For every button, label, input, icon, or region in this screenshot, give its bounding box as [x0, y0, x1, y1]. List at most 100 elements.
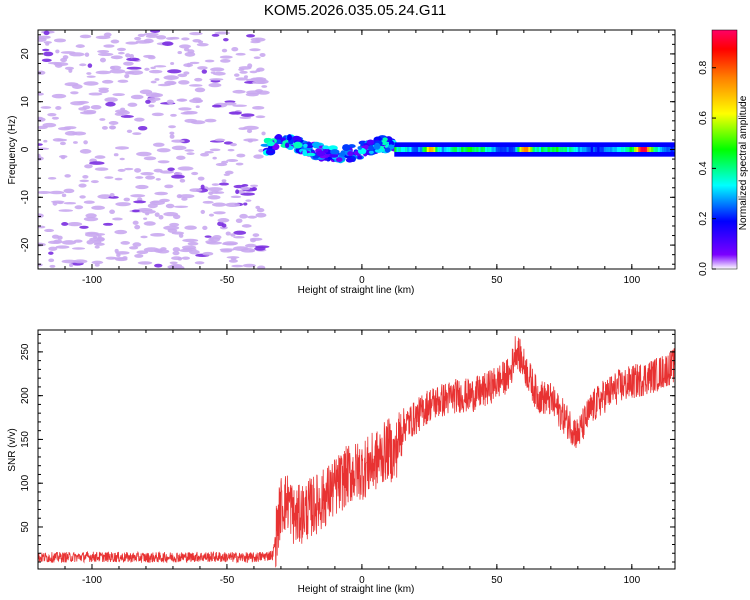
heatmap-signal-blob	[363, 145, 370, 150]
heatmap-noise-blob	[191, 171, 199, 176]
heatmap-noise-blob	[55, 106, 62, 110]
heatmap-noise-blob	[165, 203, 175, 209]
heatmap-signal-blob	[293, 141, 303, 149]
heatmap-noise-blob	[104, 176, 114, 179]
heatmap-signal-blob	[302, 149, 308, 157]
heatmap-band-cell	[536, 147, 540, 152]
heatmap-noise-blob	[243, 202, 248, 206]
heatmap-noise-blob	[94, 167, 109, 171]
heatmap-band-cell	[482, 147, 486, 152]
heatmap-noise-blob	[41, 58, 52, 62]
heatmap-noise-blob	[197, 176, 205, 181]
heatmap-noise-blob	[159, 170, 175, 174]
heatmap-noise-blob	[61, 222, 69, 226]
heatmap-band-cell	[510, 147, 514, 152]
heatmap-noise-blob	[108, 121, 119, 126]
heatmap-noise-blob	[255, 205, 261, 210]
heatmap-noise-blob	[143, 217, 148, 220]
heatmap-noise-blob	[83, 216, 99, 222]
heatmap-noise-blob	[179, 248, 193, 253]
snr-ytick-label: 50	[20, 521, 31, 533]
heatmap-noise-blob	[126, 66, 142, 70]
heatmap-noise-blob	[147, 55, 156, 60]
heatmap-band-cell	[493, 147, 496, 152]
heatmap-noise-blob	[221, 179, 227, 183]
heatmap-noise-blob	[59, 141, 66, 146]
heatmap-noise-blob	[253, 56, 261, 59]
heatmap-signal-blob	[342, 144, 351, 151]
heatmap-band-cell	[614, 147, 617, 152]
snr-ytick-label: 100	[20, 474, 31, 491]
heatmap-noise-blob	[57, 138, 68, 142]
heatmap-signal-blob	[368, 145, 375, 152]
heatmap-noise-blob	[70, 91, 79, 95]
heatmap-ytick-label: 0	[20, 146, 31, 152]
heatmap-noise-blob	[232, 246, 249, 252]
heatmap-band-cell	[396, 147, 399, 152]
heatmap-band-cell	[446, 147, 449, 152]
heatmap-noise-blob	[171, 145, 187, 151]
heatmap-band-cell	[579, 147, 583, 152]
heatmap-ytick-label: 20	[20, 48, 31, 60]
heatmap-noise-blob	[134, 224, 141, 230]
heatmap-band-cell	[407, 147, 410, 152]
heatmap-band-cell	[515, 147, 518, 152]
heatmap-noise-blob	[71, 247, 86, 250]
heatmap-signal-blob	[266, 141, 275, 147]
heatmap-noise-blob	[209, 78, 224, 81]
heatmap-band-cell	[610, 147, 613, 152]
heatmap-band-cell	[400, 147, 404, 152]
heatmap-band-cell	[459, 147, 462, 152]
heatmap-noise-blob	[246, 90, 262, 95]
heatmap-band-cell	[430, 147, 434, 152]
colorbar-gradient	[711, 29, 738, 270]
heatmap-noise-blob	[171, 174, 185, 179]
heatmap-band-cell	[597, 147, 600, 152]
heatmap-noise-blob	[70, 101, 85, 106]
heatmap-noise-blob	[192, 97, 202, 102]
heatmap-band-cell	[664, 147, 667, 152]
heatmap-band-cell	[666, 147, 669, 152]
heatmap-band-cell	[556, 147, 559, 152]
heatmap-noise-blob	[137, 207, 153, 212]
heatmap-noise-blob	[219, 55, 233, 59]
heatmap-noise-blob	[173, 205, 189, 209]
heatmap-noise-blob	[120, 241, 131, 245]
heatmap-noise-blob	[150, 30, 161, 33]
heatmap-signal-blob	[330, 149, 340, 155]
heatmap-noise-blob	[241, 184, 249, 187]
heatmap-noise-blob	[90, 104, 102, 110]
heatmap-noise-blob	[145, 99, 151, 104]
heatmap-band-cell	[551, 147, 555, 152]
heatmap-band-cell	[517, 147, 520, 152]
snr-ytick-label: 150	[20, 431, 31, 448]
heatmap-noise-blob	[95, 70, 112, 75]
heatmap-signal-blob	[311, 141, 322, 149]
heatmap-noise-blob	[230, 143, 237, 147]
heatmap-noise-blob	[117, 110, 130, 115]
heatmap-noise-blob	[91, 205, 106, 210]
heatmap-ytick-label: -10	[20, 190, 31, 205]
heatmap-noise-blob	[51, 234, 60, 239]
heatmap-band-cell	[508, 147, 512, 152]
heatmap-noise-blob	[78, 107, 88, 111]
heatmap-noise-blob	[98, 88, 109, 94]
heatmap-band-cell	[405, 147, 408, 152]
heatmap-noise-blob	[38, 191, 51, 194]
heatmap-noise-blob	[228, 111, 242, 115]
heatmap-noise-blob	[179, 44, 191, 49]
heatmap-noise-blob	[94, 245, 100, 249]
heatmap-noise-blob	[137, 33, 146, 37]
heatmap-band-cell	[487, 147, 490, 152]
heatmap-band-cell	[426, 147, 429, 152]
heatmap-band-cell	[502, 147, 505, 152]
heatmap-band-cell	[441, 147, 445, 152]
heatmap-noise-blob	[136, 250, 149, 255]
heatmap-noise-blob	[211, 202, 227, 207]
heatmap-noise-blob	[241, 224, 252, 228]
heatmap-noise-blob	[235, 189, 240, 195]
heatmap-noise-blob	[204, 118, 217, 123]
heatmap-noise-blob	[212, 156, 217, 160]
heatmap-noise-blob	[128, 246, 139, 250]
heatmap-noise-blob	[255, 212, 267, 218]
